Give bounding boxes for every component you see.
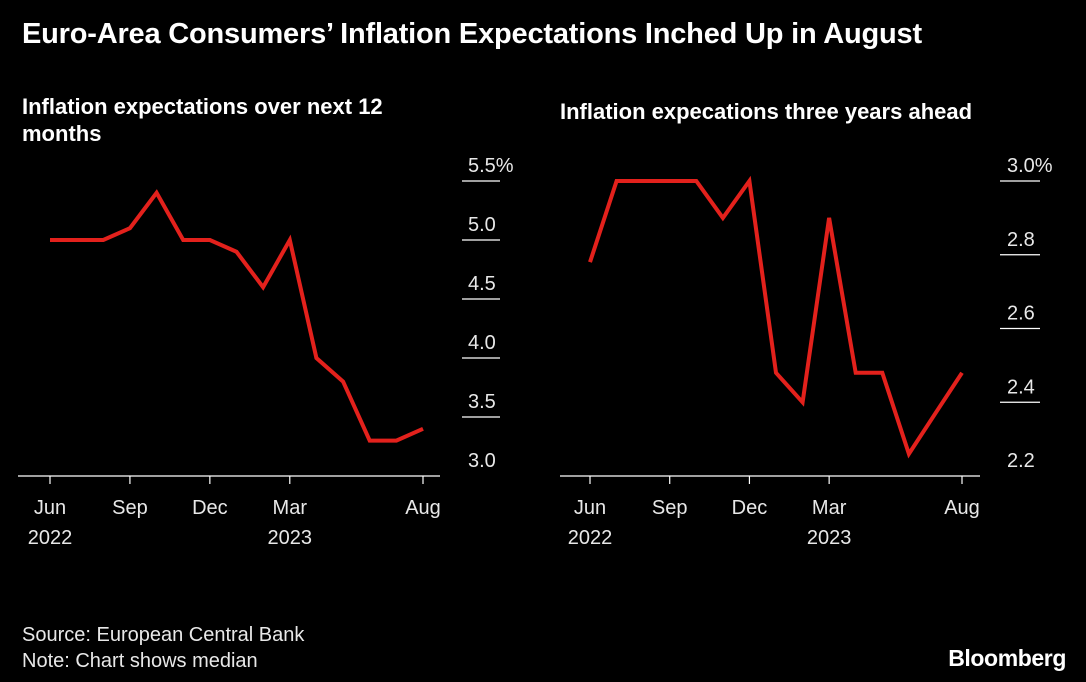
right-panel-title: Inflation expecations three years ahead [560, 99, 973, 124]
panel-1-x-tick-label: Dec [192, 497, 228, 519]
panel-2-x-year-label: 2022 [568, 527, 613, 549]
panel-1-y-tick-label: 5.5% [468, 155, 514, 177]
panel-2-y-tick-label: 2.2 [1007, 450, 1035, 472]
chart-title: Euro-Area Consumers’ Inflation Expectati… [22, 18, 922, 50]
panel-1-x-tick-label: Sep [112, 497, 148, 519]
panel-1-y-tick-label: 4.5 [468, 273, 496, 295]
panel-1-series-line [50, 189, 424, 443]
left-panel-title: Inflation expectations over next 12 mont… [22, 94, 383, 146]
panel-2-x-tick-label: Mar [812, 497, 847, 519]
panel-1-y-tick-label: 5.0 [468, 214, 496, 236]
panel-1-x-year-label: 2023 [268, 527, 313, 549]
panel-2-x-year-label: 2023 [807, 527, 852, 549]
panel-1-y-tick-label: 3.5 [468, 391, 496, 413]
panel-1-y-tick-label: 3.0 [468, 450, 496, 472]
panel-2-y-tick-label: 2.6 [1007, 303, 1035, 325]
panel-2-x-tick-label: Aug [944, 497, 980, 519]
panel-1-x-tick-label: Mar [273, 497, 308, 519]
panel-2-y-tick-label: 2.4 [1007, 376, 1035, 398]
panel-2-x-tick-label: Sep [652, 497, 688, 519]
bloomberg-logo: Bloomberg [948, 645, 1066, 671]
panel-1-x-year-label: 2022 [28, 527, 73, 549]
panel-2-series-line [588, 175, 964, 459]
panel-2-x-tick-label: Jun [574, 497, 606, 519]
source-note: Source: European Central Bank [22, 624, 305, 646]
panel-1-y-tick-label: 4.0 [468, 332, 496, 354]
panel-1-x-tick-label: Jun [34, 497, 66, 519]
median-note: Note: Chart shows median [22, 650, 258, 672]
panel-1-x-tick-label: Aug [405, 497, 441, 519]
panel-2-y-tick-label: 3.0% [1007, 155, 1053, 177]
panel-2-x-tick-label: Dec [732, 497, 768, 519]
panel-2-y-tick-label: 2.8 [1007, 229, 1035, 251]
